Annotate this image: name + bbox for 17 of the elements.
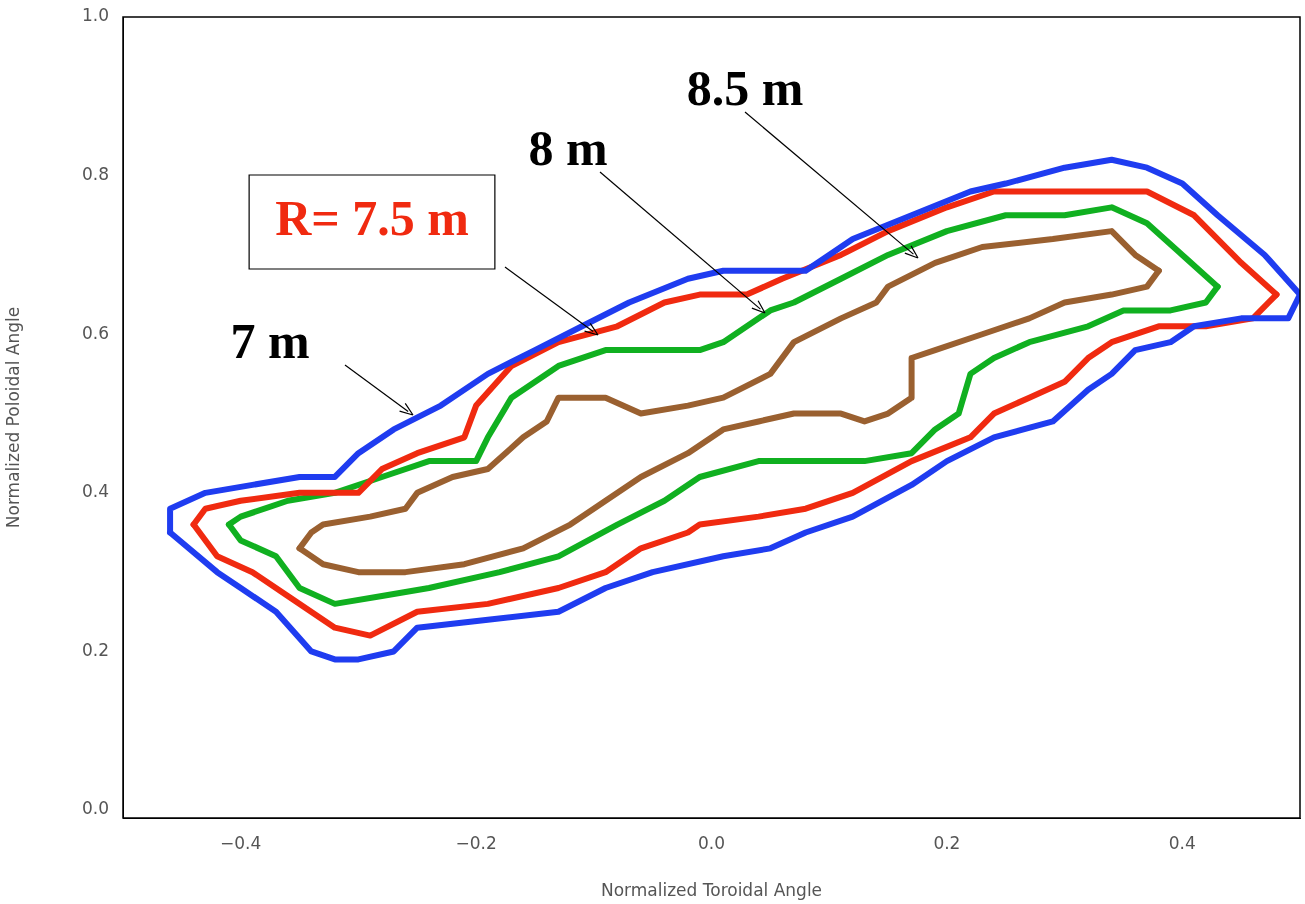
x-axis-title: Normalized Toroidal Angle <box>600 880 823 901</box>
text: 8 m <box>528 119 608 176</box>
text: 8.5 m <box>686 59 804 116</box>
x-tick-label: 0.4 <box>1168 832 1196 853</box>
y-tick-label: 0.8 <box>81 164 109 185</box>
y-tick-label: 0.2 <box>81 639 109 660</box>
y-tick-label: 0.0 <box>81 798 109 819</box>
y-axis-title: Normalized Poloidal Angle <box>2 306 23 529</box>
x-tick-label: 0.0 <box>697 832 726 853</box>
y-tick-label: 0.6 <box>81 322 109 343</box>
text: R= 7.5 m <box>275 189 469 246</box>
series-label: 7 m <box>230 312 310 369</box>
x-tick-label: −0.4 <box>220 832 262 853</box>
y-tick-label: 0.4 <box>81 481 109 502</box>
x-tick-label: −0.2 <box>455 832 497 853</box>
y-tick-label: 1.0 <box>81 5 109 26</box>
x-tick-label: 0.2 <box>933 832 961 853</box>
